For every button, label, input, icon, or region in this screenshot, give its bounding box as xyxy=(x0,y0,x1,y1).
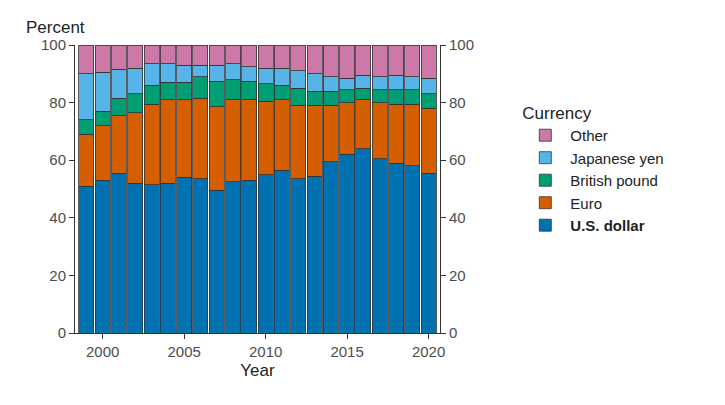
svg-text:Other: Other xyxy=(570,127,608,144)
svg-text:100: 100 xyxy=(41,36,66,53)
svg-text:60: 60 xyxy=(49,151,66,168)
svg-text:U.S. dollar: U.S. dollar xyxy=(570,217,644,234)
svg-text:Euro: Euro xyxy=(570,195,602,212)
svg-text:100: 100 xyxy=(449,36,474,53)
svg-text:British pound: British pound xyxy=(570,172,658,189)
svg-text:40: 40 xyxy=(49,209,66,226)
svg-text:2015: 2015 xyxy=(330,343,363,360)
svg-text:Currency: Currency xyxy=(522,104,591,123)
svg-text:0: 0 xyxy=(58,324,66,341)
svg-text:80: 80 xyxy=(449,94,466,111)
svg-text:80: 80 xyxy=(49,94,66,111)
svg-text:2020: 2020 xyxy=(412,343,445,360)
svg-text:20: 20 xyxy=(449,267,466,284)
svg-text:Percent: Percent xyxy=(26,18,85,37)
svg-text:2005: 2005 xyxy=(167,343,200,360)
svg-text:0: 0 xyxy=(449,324,457,341)
svg-text:40: 40 xyxy=(449,209,466,226)
svg-text:Japanese yen: Japanese yen xyxy=(570,150,663,167)
svg-text:2010: 2010 xyxy=(249,343,282,360)
svg-text:Year: Year xyxy=(240,361,275,380)
svg-text:20: 20 xyxy=(49,267,66,284)
svg-text:60: 60 xyxy=(449,151,466,168)
svg-text:2000: 2000 xyxy=(86,343,119,360)
